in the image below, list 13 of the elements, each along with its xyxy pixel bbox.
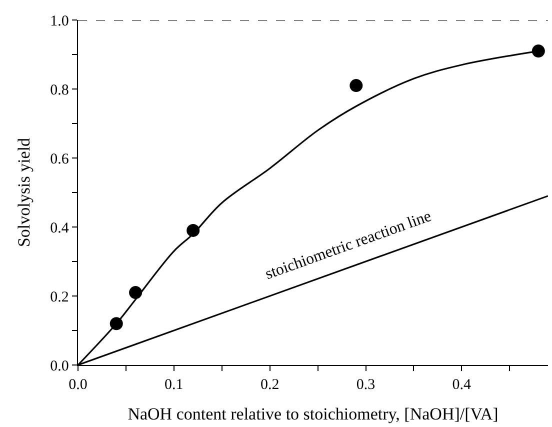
text: 0.0 bbox=[50, 358, 69, 374]
y-tick-label: 0.4 bbox=[50, 220, 70, 236]
x-tick-label: 0.3 bbox=[356, 377, 376, 394]
x-tick-label: 0.1 bbox=[164, 377, 184, 394]
y-tick-label: 0.6 bbox=[50, 151, 70, 168]
y-tick-label: 0.2 bbox=[50, 289, 69, 306]
x-tick-label: 0.2 bbox=[260, 377, 280, 394]
text: 0.0 bbox=[68, 377, 88, 394]
x-tick-label: 0.4 bbox=[452, 377, 472, 394]
y-tick-label: 0.8 bbox=[50, 82, 69, 98]
text: 1.0 bbox=[50, 13, 69, 30]
y-axis-title: Solvolysis yield bbox=[14, 137, 34, 248]
x-axis-title: NaOH content relative to stoichiometry, [NaOH]/[VA] bbox=[128, 404, 498, 424]
